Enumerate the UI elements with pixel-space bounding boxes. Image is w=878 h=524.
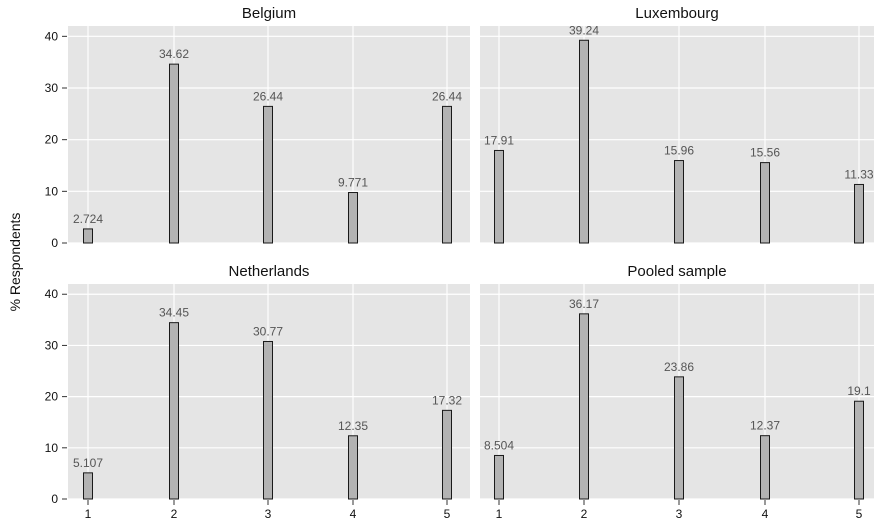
data-label: 36.17 bbox=[569, 297, 599, 311]
data-label: 26.44 bbox=[432, 89, 462, 103]
y-tick-label: 20 bbox=[45, 390, 59, 404]
panel-belgium: Belgium 2.724 34.62 26.44 9.771 26.44 0 10 20 30 4… bbox=[45, 5, 470, 250]
data-label: 34.62 bbox=[159, 47, 189, 61]
panel-title: Luxembourg bbox=[635, 5, 718, 22]
x-tick-label: 2 bbox=[171, 507, 178, 521]
data-label: 11.33 bbox=[844, 167, 873, 181]
y-tick-label: 0 bbox=[51, 236, 58, 250]
bar-belgium-4 bbox=[348, 192, 358, 244]
bar-belgium-2 bbox=[169, 63, 179, 244]
x-tick-label: 3 bbox=[676, 507, 683, 521]
data-label: 15.96 bbox=[664, 144, 694, 158]
data-label: 12.37 bbox=[750, 419, 780, 433]
data-label: 12.35 bbox=[338, 419, 368, 433]
y-tick-label: 40 bbox=[45, 29, 59, 43]
bar-netherlands-2 bbox=[169, 322, 179, 500]
data-label: 17.32 bbox=[432, 393, 462, 407]
data-label: 26.44 bbox=[253, 89, 283, 103]
bar-pooled-sample-3 bbox=[674, 376, 684, 500]
data-label: 2.724 bbox=[73, 212, 103, 226]
y-tick-label: 30 bbox=[45, 338, 59, 352]
data-label: 9.771 bbox=[338, 176, 368, 190]
x-tick-label: 1 bbox=[496, 507, 503, 521]
panel-pooled-sample: Pooled sample 8.504 36.17 23.86 12.37 19.1 1 2 3… bbox=[480, 263, 874, 521]
data-label: 19.1 bbox=[847, 384, 871, 398]
panel-title: Pooled sample bbox=[627, 263, 726, 280]
bar-luxembourg-5 bbox=[854, 183, 864, 244]
y-tick-label: 30 bbox=[45, 81, 59, 95]
panel-title: Netherlands bbox=[229, 263, 310, 280]
bar-pooled-sample-5 bbox=[854, 400, 864, 500]
data-label: 34.45 bbox=[159, 306, 189, 320]
data-label: 30.77 bbox=[253, 324, 283, 338]
bar-pooled-sample-2 bbox=[579, 313, 589, 500]
bar-netherlands-4 bbox=[348, 435, 358, 500]
bar-netherlands-1 bbox=[83, 472, 93, 500]
panel-luxembourg: Luxembourg 17.91 39.24 15.96 15.56 11.33 bbox=[480, 5, 874, 244]
bar-luxembourg-1 bbox=[494, 149, 504, 244]
x-tick-label: 1 bbox=[85, 507, 92, 521]
bar-pooled-sample-4 bbox=[760, 435, 770, 500]
bar-luxembourg-2 bbox=[579, 39, 589, 244]
y-tick-label: 10 bbox=[45, 441, 59, 455]
y-tick-label: 20 bbox=[45, 133, 59, 147]
x-tick-label: 2 bbox=[581, 507, 588, 521]
bar-luxembourg-3 bbox=[674, 160, 684, 244]
x-tick-label: 4 bbox=[350, 507, 357, 521]
panel-netherlands: Netherlands 5.107 34.45 30.77 12.35 17.32 0 10 2… bbox=[45, 263, 470, 521]
x-tick-label: 4 bbox=[762, 507, 769, 521]
y-tick-label: 10 bbox=[45, 184, 59, 198]
bar-luxembourg-4 bbox=[760, 162, 770, 244]
bar-netherlands-3 bbox=[263, 340, 273, 500]
x-tick-label: 3 bbox=[265, 507, 272, 521]
data-label: 17.91 bbox=[484, 133, 514, 147]
y-tick-label: 0 bbox=[51, 492, 58, 506]
y-axis-label: % Respondents bbox=[7, 213, 23, 312]
x-tick-label: 5 bbox=[444, 507, 451, 521]
data-label: 8.504 bbox=[484, 438, 514, 452]
data-label: 5.107 bbox=[73, 456, 103, 470]
data-label: 39.24 bbox=[569, 23, 599, 37]
bar-belgium-3 bbox=[263, 105, 273, 244]
panel-title: Belgium bbox=[242, 5, 296, 22]
x-tick-label: 5 bbox=[856, 507, 863, 521]
bar-belgium-1 bbox=[83, 228, 93, 244]
bar-pooled-sample-1 bbox=[494, 454, 504, 500]
bar-netherlands-5 bbox=[442, 409, 452, 500]
data-label: 15.56 bbox=[750, 146, 780, 160]
data-label: 23.86 bbox=[664, 360, 694, 374]
y-tick-label: 40 bbox=[45, 287, 59, 301]
bar-belgium-5 bbox=[442, 105, 452, 244]
